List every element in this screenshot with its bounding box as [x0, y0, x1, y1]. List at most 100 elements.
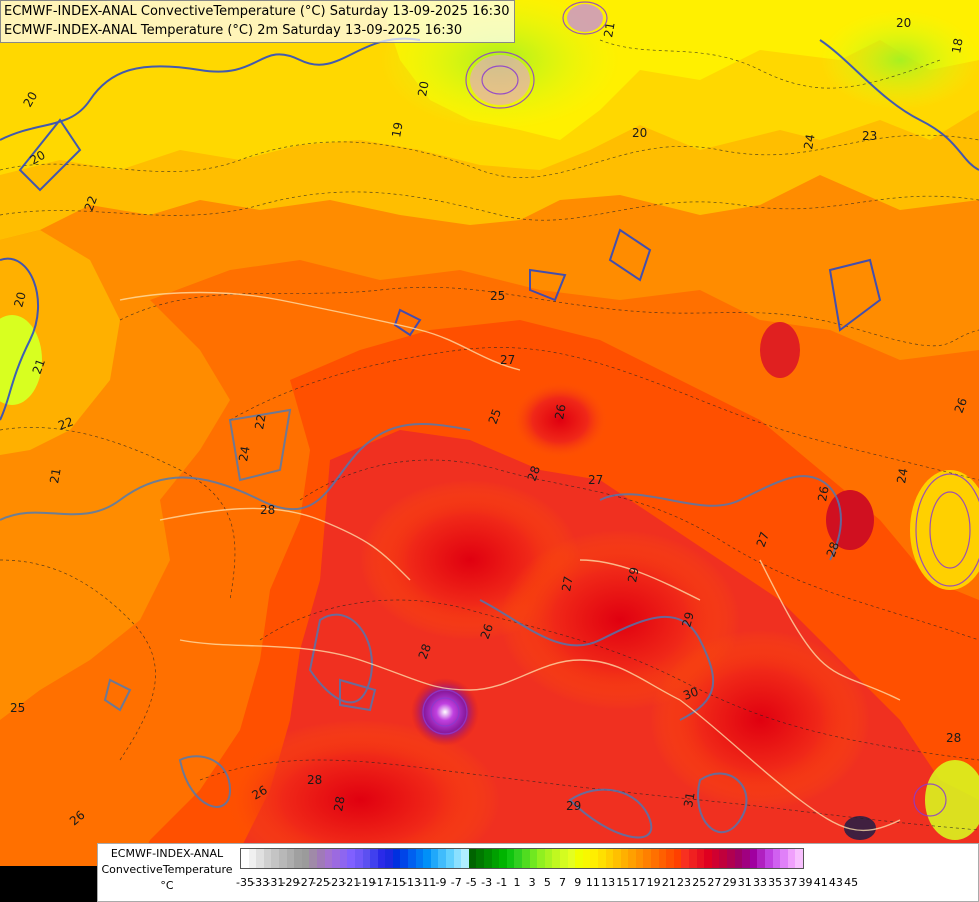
- legend-tick: 23: [677, 876, 692, 889]
- legend-swatch: [780, 849, 788, 868]
- contour-label: 29: [679, 610, 696, 628]
- contour-label: 18: [949, 37, 965, 54]
- contour-label: 28: [307, 773, 322, 787]
- legend-tick: 11: [585, 876, 600, 889]
- purple-rings: [422, 1, 979, 817]
- legend-swatch: [514, 849, 522, 868]
- legend-tick: 41: [813, 876, 828, 889]
- contour-label: 26: [552, 403, 568, 420]
- map-title-box: ECMWF-INDEX-ANAL ConvectiveTemperature (…: [0, 0, 515, 43]
- legend-tick: -25: [311, 876, 330, 889]
- legend-tick: -9: [435, 876, 447, 889]
- legend-swatch: [377, 849, 386, 868]
- contour-label: 31: [681, 791, 697, 808]
- cool-zone-west: [0, 230, 120, 455]
- contour-label: 25: [490, 289, 505, 303]
- legend-swatch: [263, 849, 272, 868]
- legend-swatch: [628, 849, 636, 868]
- legend-tick: 13: [601, 876, 616, 889]
- legend-tick: -11: [418, 876, 437, 889]
- legend-model: ECMWF-INDEX-ANAL: [110, 847, 224, 860]
- steel-contours: [0, 408, 842, 839]
- contour-label: 29: [625, 566, 641, 583]
- legend-tick: 29: [722, 876, 737, 889]
- legend-tick: -3: [481, 876, 493, 889]
- contour-label: 27: [754, 530, 772, 549]
- legend-swatch: [362, 849, 371, 868]
- legend-swatch: [666, 849, 674, 868]
- contour-label: 28: [416, 642, 434, 661]
- legend-tick: 33: [752, 876, 767, 889]
- legend-swatch: [620, 849, 629, 868]
- contour-label: 26: [952, 396, 970, 415]
- legend-swatch: [392, 849, 401, 868]
- legend-swatch: [484, 849, 492, 868]
- contour-label: 28: [946, 731, 961, 745]
- contour-label: 20: [20, 89, 40, 109]
- legend-swatch: [506, 849, 515, 868]
- legend-swatch: [446, 849, 454, 868]
- legend-swatch: [719, 849, 727, 868]
- legend-swatch: [408, 849, 416, 868]
- legend-swatch: [559, 849, 568, 868]
- legend-swatch: [461, 849, 469, 868]
- legend-swatch: [772, 849, 781, 868]
- legend-tick: -7: [450, 876, 462, 889]
- legend-tick: 37: [783, 876, 798, 889]
- contour-label: 23: [862, 129, 877, 143]
- legend-swatch: [787, 849, 796, 868]
- legend-tick: 35: [768, 876, 783, 889]
- purple-north: [470, 55, 530, 105]
- legend-tick: 39: [798, 876, 813, 889]
- legend-swatch: [324, 849, 333, 868]
- legend-tick: -29: [281, 876, 300, 889]
- no-data-strip: [0, 866, 97, 900]
- contour-label: 28: [525, 464, 543, 483]
- legend-swatch: [248, 849, 257, 868]
- map-title-line-1: ECMWF-INDEX-ANAL ConvectiveTemperature (…: [4, 4, 510, 19]
- contour-label: 20: [415, 80, 431, 97]
- legend-swatch: [727, 849, 735, 868]
- blue-contours: [0, 37, 979, 421]
- legend-swatch: [552, 849, 560, 868]
- legend-swatch: [696, 849, 705, 868]
- contour-label: 24: [801, 133, 817, 150]
- legend-swatch: [415, 849, 424, 868]
- legend-swatch: [689, 849, 697, 868]
- legend-parameter: ConvectiveTemperature: [101, 863, 233, 876]
- map-title-line-2: ECMWF-INDEX-ANAL Temperature (°C) 2m Sat…: [4, 23, 463, 38]
- legend-swatch: [491, 849, 500, 868]
- contour-label: 20: [632, 126, 647, 140]
- cool-spot-se: [925, 760, 979, 840]
- legend-tick: 5: [543, 876, 551, 889]
- legend-swatch: [256, 849, 264, 868]
- legend-swatch: [468, 849, 477, 868]
- legend-color-bar: [240, 848, 804, 869]
- legend-title: ECMWF-INDEX-ANAL ConvectiveTemperature °…: [100, 846, 234, 894]
- contour-label: 28: [824, 540, 842, 559]
- legend-swatch: [764, 849, 773, 868]
- legend-swatch: [757, 849, 765, 868]
- legend-swatch: [613, 849, 621, 868]
- legend-tick-labels: -35-33-31-29-27-25-23-21-19-17-15-13-11-…: [236, 876, 859, 890]
- legend-swatch: [567, 849, 576, 868]
- legend-tick: 43: [828, 876, 843, 889]
- legend-tick: -5: [465, 876, 477, 889]
- legend-swatch: [582, 849, 591, 868]
- contour-label: 22: [56, 414, 75, 432]
- legend-swatch: [278, 849, 287, 868]
- legend-tick: 17: [631, 876, 646, 889]
- legend-swatch: [529, 849, 538, 868]
- legend-swatch: [316, 849, 325, 868]
- legend-swatch: [476, 849, 484, 868]
- contour-label: 26: [250, 783, 270, 803]
- hot-core-3: [220, 720, 500, 880]
- contour-label: 24: [236, 445, 252, 462]
- contour-label: 20: [896, 16, 911, 30]
- legend-swatch: [241, 849, 249, 868]
- legend-tick: -15: [387, 876, 406, 889]
- legend-swatch: [643, 849, 652, 868]
- legend-swatch: [681, 849, 690, 868]
- contour-label: 24: [894, 467, 910, 484]
